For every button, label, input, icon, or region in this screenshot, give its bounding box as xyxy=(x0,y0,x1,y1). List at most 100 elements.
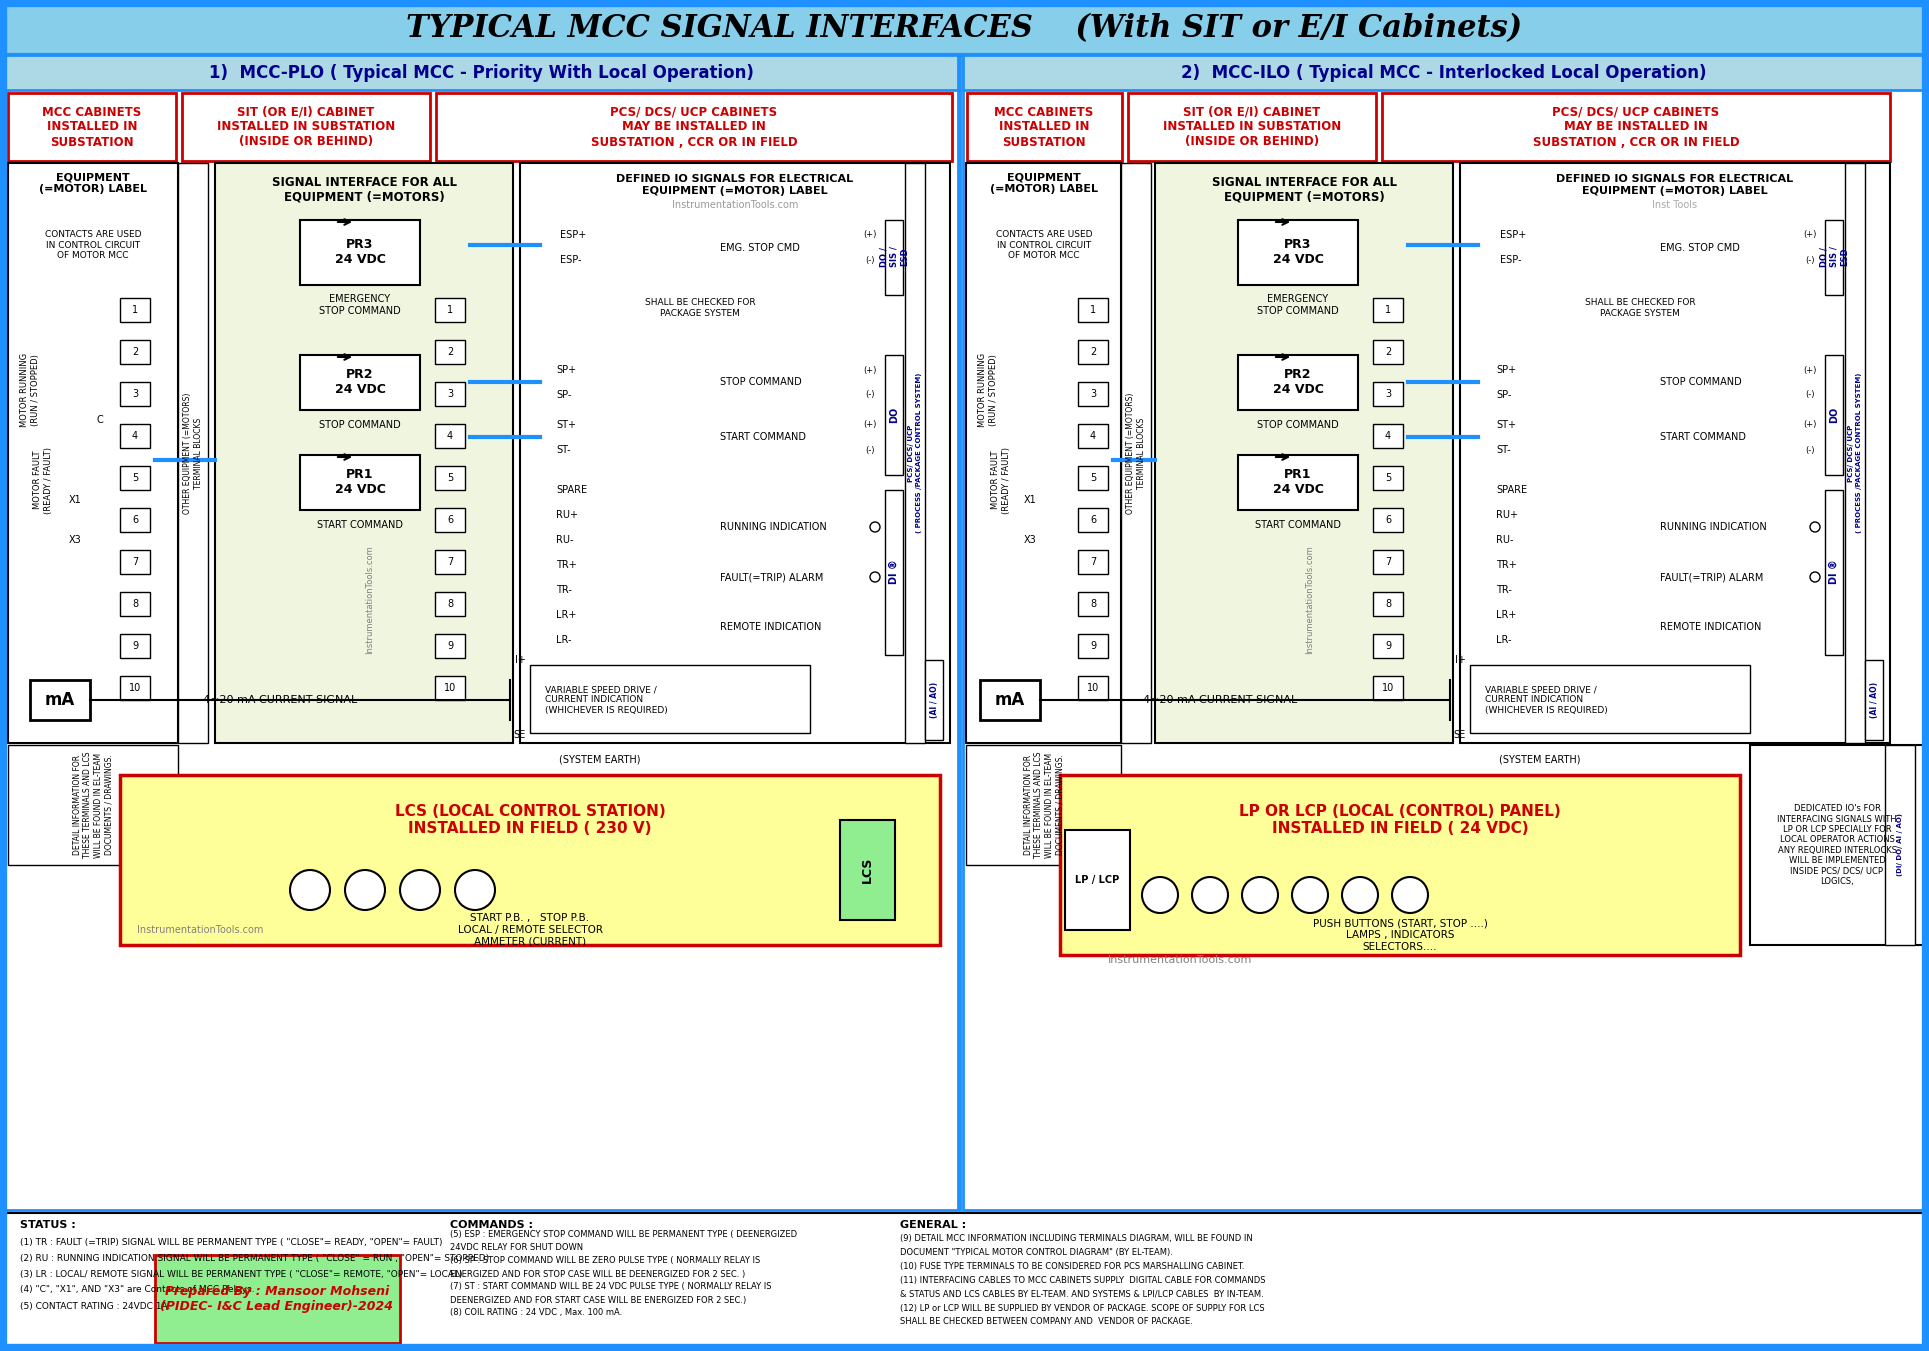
Text: 6: 6 xyxy=(1385,515,1391,526)
Bar xyxy=(839,820,895,920)
Bar xyxy=(1373,299,1402,322)
Text: ESP-: ESP- xyxy=(1501,255,1522,265)
Bar xyxy=(1238,355,1358,409)
Bar xyxy=(1470,665,1750,734)
Text: 2: 2 xyxy=(1385,347,1391,357)
Bar xyxy=(1865,661,1883,740)
Bar xyxy=(905,163,926,743)
Text: (SYSTEM EARTH): (SYSTEM EARTH) xyxy=(559,755,640,765)
Text: 7: 7 xyxy=(1090,557,1096,567)
Text: 8: 8 xyxy=(1090,598,1096,609)
Text: X1: X1 xyxy=(1024,494,1036,505)
Text: (DI/ DO/ AI / AO): (DI/ DO/ AI / AO) xyxy=(1896,813,1904,877)
Bar xyxy=(1373,466,1402,490)
Text: 10: 10 xyxy=(444,684,455,693)
Bar xyxy=(120,592,150,616)
Bar xyxy=(521,163,949,743)
Text: 2)  MCC-ILO ( Typical MCC - Interlocked Local Operation): 2) MCC-ILO ( Typical MCC - Interlocked L… xyxy=(1181,63,1707,82)
Text: SP+: SP+ xyxy=(1497,365,1516,376)
Bar xyxy=(1078,550,1107,574)
Bar xyxy=(181,93,430,161)
Bar xyxy=(8,744,177,865)
Text: START COMMAND: START COMMAND xyxy=(1256,520,1341,530)
Text: (+): (+) xyxy=(864,420,876,430)
Bar xyxy=(963,55,1925,91)
Text: Inst Tools: Inst Tools xyxy=(1653,200,1698,209)
Bar xyxy=(6,55,959,1210)
Text: LR+: LR+ xyxy=(556,611,577,620)
Bar xyxy=(154,1255,399,1343)
Text: (11) INTERFACING CABLES TO MCC CABINETS SUPPLY  DIGITAL CABLE FOR COMMANDS: (11) INTERFACING CABLES TO MCC CABINETS … xyxy=(901,1275,1265,1285)
Bar xyxy=(1078,466,1107,490)
Text: InstrumentationTools.com: InstrumentationTools.com xyxy=(671,200,799,209)
Text: TR+: TR+ xyxy=(1497,561,1516,570)
Circle shape xyxy=(455,870,496,911)
Text: (+): (+) xyxy=(1804,420,1817,430)
Text: 6: 6 xyxy=(1090,515,1096,526)
Text: 6: 6 xyxy=(131,515,139,526)
Text: CONTACTS ARE USED
IN CONTROL CIRCUIT
OF MOTOR MCC: CONTACTS ARE USED IN CONTROL CIRCUIT OF … xyxy=(44,230,141,259)
Bar xyxy=(436,676,465,700)
Circle shape xyxy=(1292,877,1327,913)
Text: 3: 3 xyxy=(131,389,139,399)
Bar xyxy=(6,55,959,91)
Text: REMOTE INDICATION: REMOTE INDICATION xyxy=(720,621,822,632)
Bar xyxy=(1373,424,1402,449)
Bar xyxy=(436,340,465,363)
Text: 3: 3 xyxy=(1385,389,1391,399)
Text: 2: 2 xyxy=(448,347,453,357)
Text: PR3
24 VDC: PR3 24 VDC xyxy=(1273,238,1323,266)
Text: MOTOR RUNNING
(RUN / STOPPED): MOTOR RUNNING (RUN / STOPPED) xyxy=(978,353,997,427)
Bar xyxy=(1155,163,1453,743)
Text: DETAIL INFORMATION FOR
THESE TERMINALS AND LCS
WILL BE FOUND IN EL-TEAM
DOCUMENT: DETAIL INFORMATION FOR THESE TERMINALS A… xyxy=(1024,751,1065,858)
Text: (AI / AO): (AI / AO) xyxy=(1869,682,1879,719)
Text: SPARE: SPARE xyxy=(1497,485,1528,494)
Bar xyxy=(436,550,465,574)
Bar xyxy=(120,550,150,574)
Text: 7: 7 xyxy=(448,557,453,567)
Bar xyxy=(436,299,465,322)
Bar xyxy=(436,508,465,532)
Text: STOP COMMAND: STOP COMMAND xyxy=(1258,420,1339,430)
Bar xyxy=(177,163,208,743)
Text: STOP COMMAND: STOP COMMAND xyxy=(1661,377,1742,386)
Bar xyxy=(1844,163,1865,743)
Text: DO /
SIS /
ESD: DO / SIS / ESD xyxy=(1819,247,1848,267)
Bar xyxy=(214,163,513,743)
Text: LR-: LR- xyxy=(556,635,571,644)
Bar xyxy=(530,665,810,734)
Text: (12) LP or LCP WILL BE SUPPLIED BY VENDOR OF PACKAGE. SCOPE OF SUPPLY FOR LCS: (12) LP or LCP WILL BE SUPPLIED BY VENDO… xyxy=(901,1304,1265,1313)
Text: 1: 1 xyxy=(1090,305,1096,315)
Text: RU-: RU- xyxy=(1497,535,1514,544)
Text: (+): (+) xyxy=(864,231,876,239)
Text: X3: X3 xyxy=(1024,535,1036,544)
Bar xyxy=(1078,299,1107,322)
Bar xyxy=(4,3,1925,55)
Text: mA: mA xyxy=(44,690,75,709)
Text: DI ®: DI ® xyxy=(1829,559,1838,585)
Text: ST-: ST- xyxy=(556,444,571,455)
Text: (8) COIL RATING : 24 VDC , Max. 100 mA.: (8) COIL RATING : 24 VDC , Max. 100 mA. xyxy=(449,1309,623,1317)
Text: LP / LCP: LP / LCP xyxy=(1074,875,1119,885)
Text: 8: 8 xyxy=(131,598,139,609)
Text: PR2
24 VDC: PR2 24 VDC xyxy=(1273,367,1323,396)
Bar xyxy=(966,163,1121,743)
Text: CONTACTS ARE USED
IN CONTROL CIRCUIT
OF MOTOR MCC: CONTACTS ARE USED IN CONTROL CIRCUIT OF … xyxy=(995,230,1092,259)
Text: 2: 2 xyxy=(1090,347,1096,357)
Text: EMERGENCY
STOP COMMAND: EMERGENCY STOP COMMAND xyxy=(1258,295,1339,316)
Text: TR-: TR- xyxy=(556,585,571,594)
Text: DEDICATED IO's FOR
INTERFACING SIGNALS WITH
LP OR LCP SPECIALLY FOR
LOCAL OPERAT: DEDICATED IO's FOR INTERFACING SIGNALS W… xyxy=(1777,804,1896,886)
Text: X3: X3 xyxy=(69,535,81,544)
Bar xyxy=(1128,93,1375,161)
Text: EMERGENCY
STOP COMMAND: EMERGENCY STOP COMMAND xyxy=(318,295,401,316)
Bar xyxy=(1078,592,1107,616)
Bar xyxy=(301,455,421,509)
Text: PR3
24 VDC: PR3 24 VDC xyxy=(334,238,386,266)
Text: (-): (-) xyxy=(1806,255,1815,265)
Text: (-): (-) xyxy=(1806,390,1815,400)
Text: MOTOR FAULT
(READY / FAULT): MOTOR FAULT (READY / FAULT) xyxy=(33,446,52,513)
Text: DEENERGIZED AND FOR START CASE WILL BE ENERGIZED FOR 2 SEC.): DEENERGIZED AND FOR START CASE WILL BE E… xyxy=(449,1296,747,1305)
Text: STOP COMMAND: STOP COMMAND xyxy=(720,377,802,386)
Text: 9: 9 xyxy=(1090,640,1096,651)
Text: SHALL BE CHECKED BETWEEN COMPANY AND  VENDOR OF PACKAGE.: SHALL BE CHECKED BETWEEN COMPANY AND VEN… xyxy=(901,1317,1192,1327)
